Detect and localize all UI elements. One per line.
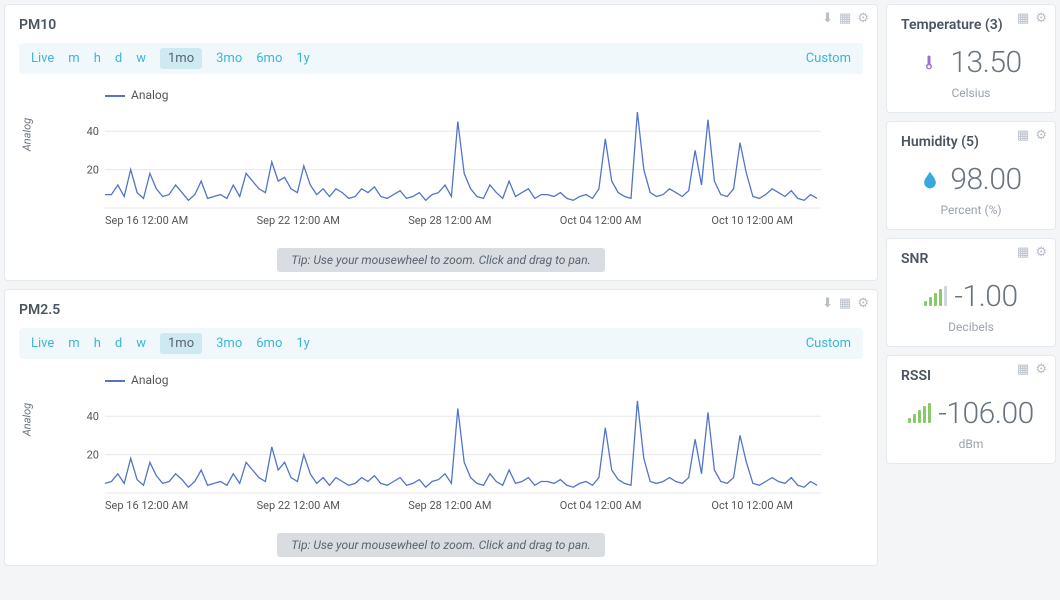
chart-type-icon[interactable]: ▦ [1017,128,1029,143]
svg-text:40: 40 [87,125,99,138]
chart-legend: Analog [105,88,863,102]
range-h[interactable]: h [94,336,101,351]
y-axis-label: Analog [21,117,34,150]
xtick: Oct 10 12:00 AM [711,214,863,227]
signal-partial-icon [924,286,946,308]
chart-type-icon[interactable]: ▦ [1017,362,1029,377]
xtick: Oct 04 12:00 AM [560,499,712,512]
metric-temperature: ▦ ⚙ Temperature (3) 13.50 Celsius [886,4,1056,113]
svg-text:40: 40 [87,410,99,423]
xtick: Oct 10 12:00 AM [711,499,863,512]
range-3mo[interactable]: 3mo [216,336,242,351]
metric-unit: Celsius [901,86,1041,100]
xtick: Sep 22 12:00 AM [257,499,409,512]
time-range-bar: Livemhdw 1mo 3mo 6mo 1y Custom [19,328,863,359]
metric-unit: Decibels [901,320,1041,334]
gear-icon[interactable]: ⚙ [1035,11,1047,26]
chart-tip: Tip: Use your mousewheel to zoom. Click … [19,249,863,268]
range-1y[interactable]: 1y [296,336,309,351]
signal-icon [908,403,930,425]
range-w[interactable]: w [136,51,146,66]
xtick: Sep 28 12:00 AM [408,214,560,227]
range-1y[interactable]: 1y [296,51,309,66]
range-d[interactable]: d [115,51,122,66]
gear-icon[interactable]: ⚙ [1035,245,1047,260]
xtick: Sep 16 12:00 AM [105,214,257,227]
metric-value: 98.00 [950,162,1021,197]
svg-text:20: 20 [87,449,99,462]
range-1mo[interactable]: 1mo [160,48,202,69]
metric-snr: ▦ ⚙ SNR -1.00 Decibels [886,238,1056,347]
thermometer-icon [920,52,942,74]
chart-type-icon[interactable]: ▦ [839,11,851,26]
range-custom[interactable]: Custom [806,51,851,66]
chart-type-icon[interactable]: ▦ [1017,11,1029,26]
chart-panel-pm10: ⬇ ▦ ⚙ PM10 Livemhdw 1mo 3mo 6mo 1y Custom An… [4,4,878,281]
metric-value: -1.00 [954,279,1017,314]
range-h[interactable]: h [94,51,101,66]
metrics-column: ▦ ⚙ Temperature (3) 13.50 Celsius ▦ ⚙ Hu… [886,4,1056,596]
chart-panel-pm25: ⬇ ▦ ⚙ PM2.5 Livemhdw 1mo 3mo 6mo 1y Custom A… [4,289,878,566]
chart-type-icon[interactable]: ▦ [839,296,851,311]
chart-legend: Analog [105,373,863,387]
chart-title: PM10 [19,17,863,33]
xtick: Sep 16 12:00 AM [105,499,257,512]
x-axis-ticks: Sep 16 12:00 AMSep 22 12:00 AMSep 28 12:… [59,495,863,512]
gear-icon[interactable]: ⚙ [1035,128,1047,143]
metric-value: 13.50 [950,45,1021,80]
range-live[interactable]: Live [31,51,54,66]
metric-value: -106.00 [938,396,1033,431]
download-icon[interactable]: ⬇ [822,296,833,311]
metric-unit: Percent (%) [901,203,1041,217]
gear-icon[interactable]: ⚙ [857,296,869,311]
xtick: Sep 28 12:00 AM [408,499,560,512]
gear-icon[interactable]: ⚙ [1035,362,1047,377]
line-chart[interactable]: 2040 [59,395,821,495]
range-6mo[interactable]: 6mo [256,51,282,66]
range-3mo[interactable]: 3mo [216,51,242,66]
range-1mo[interactable]: 1mo [160,333,202,354]
range-live[interactable]: Live [31,336,54,351]
metric-humidity: ▦ ⚙ Humidity (5) 98.00 Percent (%) [886,121,1056,230]
droplet-icon [920,169,942,191]
range-d[interactable]: d [115,336,122,351]
chart-type-icon[interactable]: ▦ [1017,245,1029,260]
gear-icon[interactable]: ⚙ [857,11,869,26]
metric-rssi: ▦ ⚙ RSSI -106.00 dBm [886,355,1056,464]
svg-text:20: 20 [87,164,99,177]
range-6mo[interactable]: 6mo [256,336,282,351]
chart-tip: Tip: Use your mousewheel to zoom. Click … [19,534,863,553]
time-range-bar: Livemhdw 1mo 3mo 6mo 1y Custom [19,43,863,74]
y-axis-label: Analog [21,402,34,435]
x-axis-ticks: Sep 16 12:00 AMSep 22 12:00 AMSep 28 12:… [59,210,863,227]
chart-title: PM2.5 [19,302,863,318]
range-m[interactable]: m [68,51,79,66]
range-m[interactable]: m [68,336,79,351]
xtick: Sep 22 12:00 AM [257,214,409,227]
range-w[interactable]: w [136,336,146,351]
metric-unit: dBm [901,437,1041,451]
range-custom[interactable]: Custom [806,336,851,351]
xtick: Oct 04 12:00 AM [560,214,712,227]
download-icon[interactable]: ⬇ [822,11,833,26]
line-chart[interactable]: 2040 [59,110,821,210]
charts-column: ⬇ ▦ ⚙ PM10 Livemhdw1mo3mo6mo1y Custom An… [4,4,878,596]
